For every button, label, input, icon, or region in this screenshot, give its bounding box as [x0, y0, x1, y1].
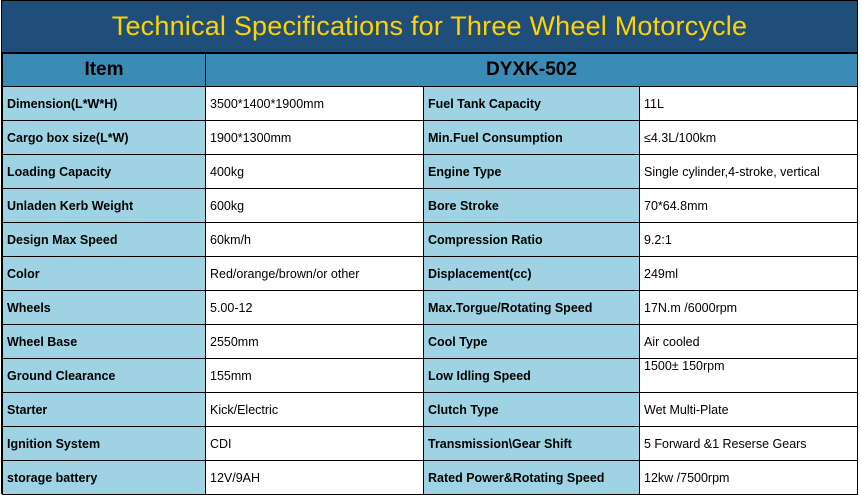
- spec-value: CDI: [205, 426, 424, 461]
- spec-label: Cool Type: [423, 324, 640, 359]
- spec-value: 12V/9AH: [205, 460, 424, 495]
- spec-label: Wheels: [2, 290, 206, 325]
- spec-value: 600kg: [205, 188, 424, 223]
- spec-label: Fuel Tank Capacity: [423, 86, 640, 121]
- spec-label: Transmission\Gear Shift: [423, 426, 640, 461]
- spec-label: Bore Stroke: [423, 188, 640, 223]
- spec-label: Max.Torgue/Rotating Speed: [423, 290, 640, 325]
- table-row: Loading Capacity 400kg Engine Type Single c…: [2, 154, 858, 189]
- spec-table-body: Dimension(L*W*H) 3500*1400*1900mm Fuel Tan…: [2, 86, 858, 495]
- table-row: Starter Kick/Electric Clutch Type Wet Multi…: [2, 392, 858, 427]
- spec-label: Ground Clearance: [2, 358, 206, 393]
- spec-label: Loading Capacity: [2, 154, 206, 189]
- spec-label: Starter: [2, 392, 206, 427]
- spec-value: 9.2:1: [639, 222, 858, 257]
- spec-label: Engine Type: [423, 154, 640, 189]
- spec-value: 60km/h: [205, 222, 424, 257]
- page-title: Technical Specifications for Three Wheel…: [111, 11, 748, 41]
- title-bar: Technical Specifications for Three Wheel…: [2, 1, 857, 53]
- spec-value: 5.00-12: [205, 290, 424, 325]
- spec-value: 400kg: [205, 154, 424, 189]
- table-header-row: Item DYXK-502: [2, 53, 858, 87]
- spec-label: Wheel Base: [2, 324, 206, 359]
- spec-table: Item DYXK-502 Dimension(L*W*H) 3500*1400*…: [2, 53, 858, 495]
- spec-label: Displacement(cc): [423, 256, 640, 291]
- spec-value: 2550mm: [205, 324, 424, 359]
- spec-label: storage battery: [2, 460, 206, 495]
- table-row: Wheels 5.00-12 Max.Torgue/Rotating Speed 17…: [2, 290, 858, 325]
- table-row: Cargo box size(L*W) 1900*1300mm Min.Fuel C…: [2, 120, 858, 155]
- item-header: Item: [2, 53, 206, 87]
- spec-label: Color: [2, 256, 206, 291]
- spec-value: Wet Multi-Plate: [639, 392, 858, 427]
- table-row: Unladen Kerb Weight 600kg Bore Stroke 70*64…: [2, 188, 858, 223]
- spec-value: Single cylinder,4-stroke, vertical: [639, 154, 858, 189]
- spec-value: 1500± 150rpm: [639, 358, 858, 393]
- spec-label: Low Idling Speed: [423, 358, 640, 393]
- spec-value: ≤4.3L/100km: [639, 120, 858, 155]
- spec-value: Kick/Electric: [205, 392, 424, 427]
- spec-value: Red/orange/brown/or other: [205, 256, 424, 291]
- spec-value: 70*64.8mm: [639, 188, 858, 223]
- spec-label: Dimension(L*W*H): [2, 86, 206, 121]
- spec-value: Air cooled: [639, 324, 858, 359]
- table-row: Design Max Speed 60km/h Compression Ratio 9…: [2, 222, 858, 257]
- spec-value: 155mm: [205, 358, 424, 393]
- spec-value: 12kw /7500rpm: [639, 460, 858, 495]
- table-row: Wheel Base 2550mm Cool Type Air cooled: [2, 324, 858, 359]
- table-row: Ground Clearance 155mm Low Idling Speed 150…: [2, 358, 858, 393]
- spec-value: 249ml: [639, 256, 858, 291]
- spec-label: Ignition System: [2, 426, 206, 461]
- table-row: storage battery 12V/9AH Rated Power&Rotati…: [2, 460, 858, 495]
- spec-label: Clutch Type: [423, 392, 640, 427]
- table-row: Dimension(L*W*H) 3500*1400*1900mm Fuel Tan…: [2, 86, 858, 121]
- model-header: DYXK-502: [205, 53, 858, 87]
- spec-label: Cargo box size(L*W): [2, 120, 206, 155]
- spec-value: 3500*1400*1900mm: [205, 86, 424, 121]
- spec-value: 17N.m /6000rpm: [639, 290, 858, 325]
- table-row: Color Red/orange/brown/or other Displaceme…: [2, 256, 858, 291]
- spec-label: Rated Power&Rotating Speed: [423, 460, 640, 495]
- spec-value: 5 Forward &1 Reserse Gears: [639, 426, 858, 461]
- table-row: Ignition System CDI Transmission\Gear Shif…: [2, 426, 858, 461]
- spec-label: Design Max Speed: [2, 222, 206, 257]
- spec-label: Compression Ratio: [423, 222, 640, 257]
- spec-value: 1900*1300mm: [205, 120, 424, 155]
- spec-label: Unladen Kerb Weight: [2, 188, 206, 223]
- spec-value: 11L: [639, 86, 858, 121]
- spec-label: Min.Fuel Consumption: [423, 120, 640, 155]
